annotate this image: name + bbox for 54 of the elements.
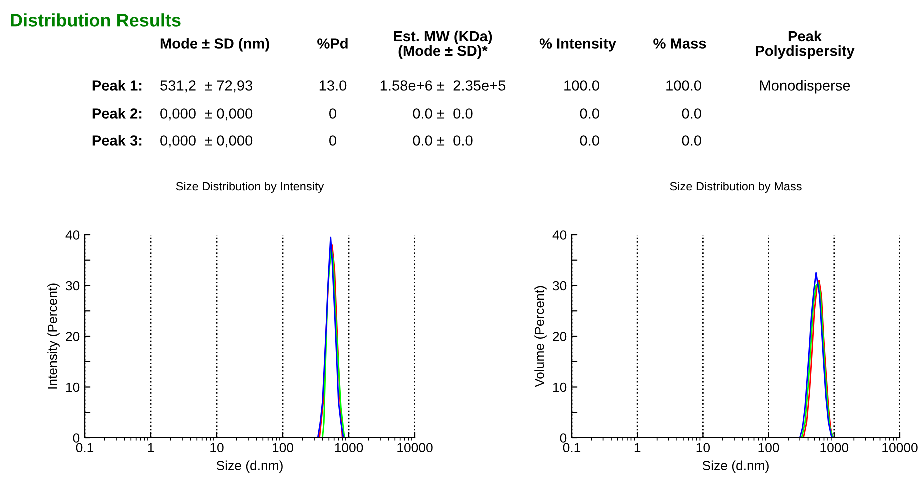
text: Monodisperse xyxy=(760,80,850,94)
y-tick-label: 10 xyxy=(66,382,80,392)
x-tick-label: 1000 xyxy=(335,443,364,453)
text: 0,000 ± 0,000 xyxy=(160,108,253,121)
y-tick-label: 20 xyxy=(553,332,567,342)
x-axis-title: Size (d.nm) xyxy=(216,460,283,474)
text: 0.0 ± 0.0 xyxy=(413,136,473,146)
chart-title: Size Distribution by Mass xyxy=(670,182,802,194)
text: 13.0 xyxy=(320,80,347,91)
text: 100.0 xyxy=(564,80,600,91)
x-tick-label: 1 xyxy=(148,443,154,452)
x-tick-label: 100 xyxy=(758,443,780,453)
x-tick-label: 10 xyxy=(696,443,710,453)
y-axis-title: Volume (Percent) xyxy=(534,286,547,388)
category-label: % Intensity xyxy=(540,38,616,52)
category-label: % Mass xyxy=(654,38,706,49)
text: 1.58e+6 ± 2.35e+5 xyxy=(380,80,506,91)
text: 0.0 ± 0.0 xyxy=(413,108,473,119)
y-tick-label: 10 xyxy=(553,382,567,392)
x-tick-label: 1000 xyxy=(820,443,849,453)
y-tick-label: 0 xyxy=(73,434,80,443)
text: 0 xyxy=(330,108,336,119)
text: 0.0 xyxy=(682,136,702,146)
category-label: Peak 2: xyxy=(92,108,142,119)
category-label: Peak Polydispersity xyxy=(756,30,855,60)
x-tick-label: 100 xyxy=(273,443,294,453)
x-tick-label: 10000 xyxy=(398,443,433,453)
y-tick-label: 0 xyxy=(560,434,567,443)
category-label: %Pd xyxy=(318,38,348,49)
y-axis-title: Intensity (Percent) xyxy=(48,284,60,389)
category-label: Peak 1: xyxy=(92,80,142,91)
y-tick-label: 40 xyxy=(552,230,567,240)
x-tick-label: 1 xyxy=(634,443,641,452)
y-tick-label: 30 xyxy=(552,281,567,291)
x-tick-label: 0.1 xyxy=(76,443,94,453)
text: 0.0 xyxy=(580,136,600,146)
text: 0.0 xyxy=(580,108,600,119)
y-tick-label: 20 xyxy=(66,332,80,342)
text: 0.0 xyxy=(682,108,702,119)
text: 0,000 ± 0,000 xyxy=(160,136,253,148)
chart-title: Size Distribution by Intensity xyxy=(176,182,324,194)
x-tick-label: 10000 xyxy=(882,443,918,453)
text: 0 xyxy=(330,136,336,146)
category-label: Peak 3: xyxy=(92,135,142,146)
x-tick-label: 10 xyxy=(210,443,224,453)
y-tick-label: 40 xyxy=(66,230,80,240)
y-tick-label: 30 xyxy=(66,281,80,291)
x-tick-label: 0.1 xyxy=(563,443,581,453)
category-label: Est. MW (KDa) (Mode ± SD)* xyxy=(394,30,492,60)
text: 100.0 xyxy=(666,80,702,91)
text: 531,2 ± 72,93 xyxy=(160,80,253,93)
text: Distribution Results xyxy=(11,14,181,27)
category-label: Mode ± SD (nm) xyxy=(160,38,270,52)
x-axis-title: Size (d.nm) xyxy=(702,460,769,474)
